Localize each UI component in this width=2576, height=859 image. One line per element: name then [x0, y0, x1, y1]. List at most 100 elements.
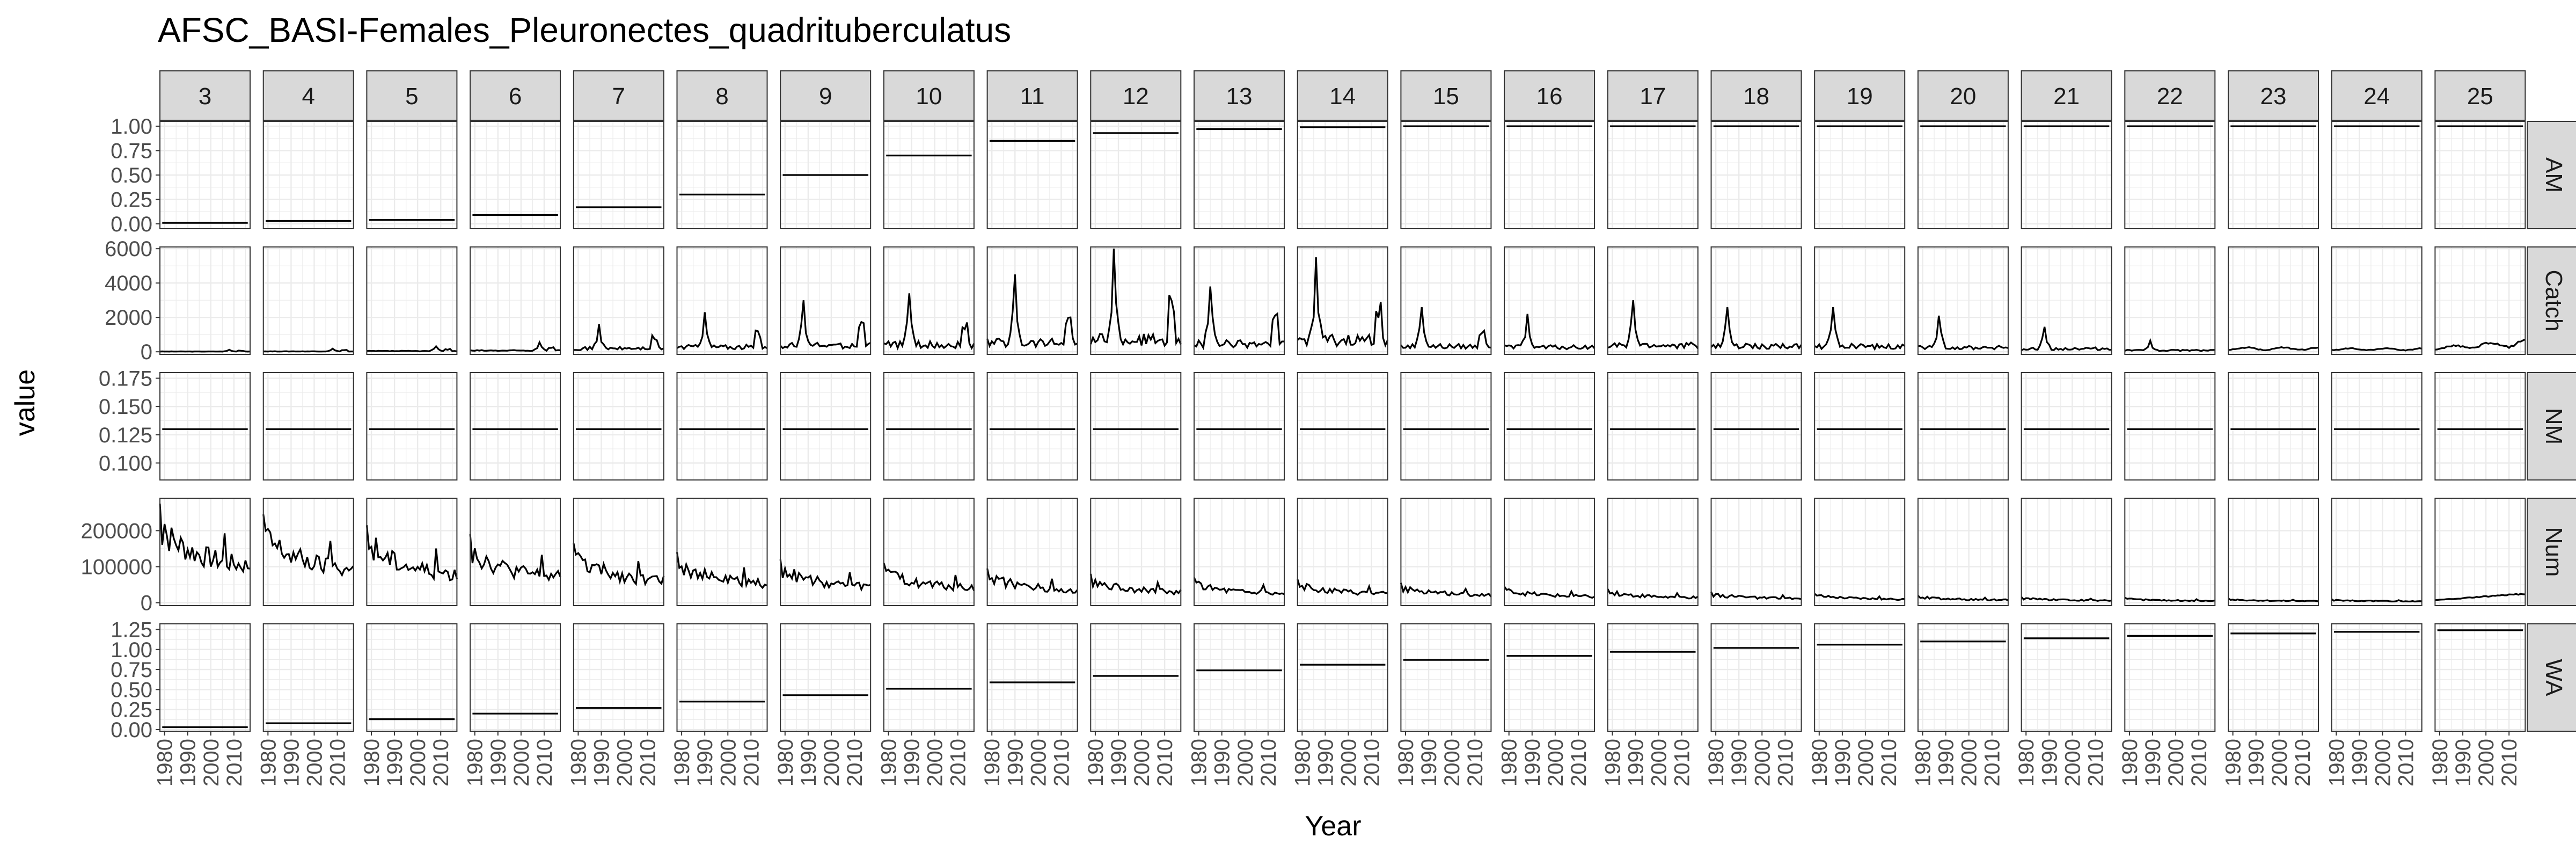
- x-tick-label: 2000: [303, 739, 326, 787]
- panel-border: [1814, 372, 1906, 481]
- x-tick-label: 1980: [2118, 739, 2142, 787]
- facet-strip-label: 25: [2467, 83, 2493, 110]
- panel-border: [1297, 498, 1388, 606]
- x-tick-label: 2000: [613, 739, 637, 787]
- panel-border: [470, 246, 561, 355]
- x-tick-label: 1980: [464, 739, 487, 787]
- panel-border: [262, 623, 354, 732]
- series-line-Catch-11: [986, 274, 1078, 349]
- panel-border: [1504, 121, 1596, 229]
- panel-border: [2331, 498, 2423, 606]
- panel-border: [1917, 498, 2009, 606]
- x-tick-label: 2000: [2371, 739, 2395, 787]
- x-tick-label: 1980: [1601, 739, 1624, 787]
- panel-border: [676, 121, 768, 229]
- facet-strip-row-Catch: [2527, 246, 2576, 355]
- x-tick-label: 2000: [1648, 739, 1671, 787]
- x-tick-label: 1990: [1211, 739, 1234, 787]
- x-tick-label: 2000: [820, 739, 844, 787]
- panel-border: [262, 372, 354, 481]
- series-line-Catch-21: [2021, 326, 2112, 351]
- x-tick-label: 2010: [2498, 739, 2521, 787]
- facet-strip-label: 12: [1123, 83, 1149, 110]
- panel-border: [1194, 372, 1285, 481]
- x-tick-label: 2000: [2061, 739, 2084, 787]
- y-tick-label: 200000: [81, 519, 152, 543]
- x-tick-label: 1990: [1624, 739, 1648, 787]
- panel-border: [2331, 372, 2423, 481]
- facet-strip-col-14: [1297, 70, 1388, 121]
- panel-border: [1090, 246, 1182, 355]
- panel-border: [366, 372, 458, 481]
- series-line-Num-25: [2435, 593, 2526, 601]
- x-tick-label: 1980: [1188, 739, 1211, 787]
- facet-strip-col-3: [159, 70, 251, 121]
- x-tick-label: 1980: [2325, 739, 2348, 787]
- panel-border: [1504, 372, 1596, 481]
- y-axis-title: value: [10, 369, 41, 436]
- x-tick-label: 2010: [1050, 739, 1073, 787]
- panel-border: [470, 623, 561, 732]
- x-tick-label: 1980: [774, 739, 797, 787]
- series-line-Num-8: [676, 552, 768, 589]
- series-line-Num-19: [1814, 593, 1905, 601]
- facet-strip-row-NM: [2527, 372, 2576, 481]
- series-line-Num-14: [1297, 579, 1388, 596]
- x-tick-label: 2010: [1360, 739, 1384, 787]
- panel-border: [470, 121, 561, 229]
- series-line-Catch-14: [1297, 257, 1389, 348]
- x-tick-label: 2010: [1774, 739, 1797, 787]
- x-tick-label: 1980: [1808, 739, 1832, 787]
- x-tick-label: 2010: [947, 739, 970, 787]
- x-axis-title: Year: [1305, 811, 1361, 842]
- facet-strip-col-4: [262, 70, 354, 121]
- x-tick-label: 1990: [1728, 739, 1751, 787]
- series-line-Num-16: [1503, 586, 1595, 599]
- facet-strip-col-8: [676, 70, 768, 121]
- x-tick-label: 1990: [2451, 739, 2475, 787]
- facet-strip-col-13: [1194, 70, 1285, 121]
- facet-strip-row-Num: [2527, 498, 2576, 606]
- panel-border: [366, 623, 458, 732]
- panel-border: [2021, 498, 2112, 606]
- panel-border: [780, 246, 872, 355]
- y-tick-label: 0: [141, 592, 152, 615]
- facet-strip-label: 11: [1020, 83, 1045, 110]
- panel-border: [1090, 121, 1182, 229]
- facet-strip-label: Catch: [2541, 270, 2567, 332]
- facet-strip-label: 17: [1640, 83, 1666, 110]
- x-tick-label: 2000: [510, 739, 533, 787]
- panel-border: [2124, 498, 2216, 606]
- series-line-Catch-8: [676, 312, 768, 351]
- x-tick-label: 1980: [877, 739, 901, 787]
- panel-border: [262, 498, 354, 606]
- panel-border: [262, 246, 354, 355]
- panel-border: [1607, 623, 1699, 732]
- panel-border: [366, 498, 458, 606]
- facet-strip-label: 20: [1950, 83, 1976, 110]
- y-tick-label: 0.50: [111, 164, 152, 187]
- panel-border: [1710, 246, 1802, 355]
- series-line-Num-3: [159, 504, 251, 574]
- series-line-Num-21: [2021, 596, 2112, 602]
- series-line-Num-18: [1710, 591, 1802, 600]
- series-line-Catch-7: [573, 324, 664, 352]
- series-line-Num-17: [1607, 588, 1699, 600]
- x-tick-label: 2010: [429, 739, 453, 787]
- panel-border: [2124, 121, 2216, 229]
- facet-strip-label: 23: [2260, 83, 2287, 110]
- panel-border: [1297, 121, 1388, 229]
- x-tick-label: 1980: [1291, 739, 1314, 787]
- x-tick-label: 2000: [2475, 739, 2498, 787]
- panel-border: [2331, 623, 2423, 732]
- series-line-Catch-22: [2124, 338, 2215, 352]
- series-line-Catch-13: [1194, 286, 1285, 351]
- panel-border: [1917, 372, 2009, 481]
- facet-strip-label: 21: [2053, 83, 2080, 110]
- facet-strip-col-25: [2434, 70, 2526, 121]
- x-tick-label: 2000: [1234, 739, 1257, 787]
- panel-border: [2434, 498, 2526, 606]
- y-tick-label: 0: [141, 340, 152, 364]
- facet-strip-label: 9: [819, 83, 832, 110]
- facet-strip-label: 24: [2363, 83, 2390, 110]
